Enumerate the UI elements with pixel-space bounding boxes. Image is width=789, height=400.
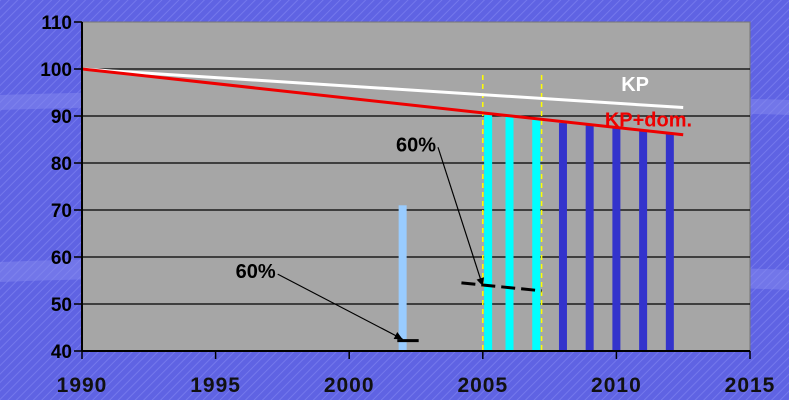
y-tick-label: 80 bbox=[51, 154, 72, 175]
y-tick-label: 70 bbox=[51, 201, 72, 222]
y-tick-label: 40 bbox=[51, 342, 72, 363]
annotation-label: KP bbox=[621, 74, 649, 96]
axes bbox=[81, 22, 750, 352]
y-tick-label: 60 bbox=[51, 248, 72, 269]
dashed-marker bbox=[461, 281, 542, 293]
annotations: 60% 60% KP KP+dom. bbox=[236, 74, 692, 340]
bar bbox=[612, 128, 621, 351]
x-tick-label: 2010 bbox=[591, 374, 642, 397]
bar bbox=[398, 205, 407, 351]
annotation-label: KP+dom. bbox=[605, 109, 692, 131]
reference-vertical-lines bbox=[482, 75, 543, 351]
bar bbox=[585, 125, 594, 352]
gridlines bbox=[82, 68, 750, 305]
y-axis-ticks: 40 50 60 70 80 90 100 110 bbox=[40, 13, 82, 363]
trend-lines bbox=[81, 67, 684, 137]
y-tick-label: 50 bbox=[51, 295, 72, 316]
bar bbox=[665, 133, 674, 351]
x-tick-label: 2015 bbox=[725, 374, 776, 397]
annotation-arrow-line bbox=[437, 147, 484, 287]
bar bbox=[484, 115, 493, 351]
annotation-label: 60% bbox=[236, 261, 276, 283]
series-line bbox=[81, 67, 684, 137]
annotation-arrow-head bbox=[393, 332, 403, 340]
x-tick-label: 2000 bbox=[324, 374, 375, 397]
y-tick-label: 110 bbox=[41, 13, 72, 34]
bar bbox=[558, 123, 567, 351]
marker-segments bbox=[397, 281, 542, 343]
x-axis-ticks: 1990 1995 2000 2005 2010 2015 bbox=[57, 351, 776, 397]
y-tick-label: 100 bbox=[40, 60, 72, 81]
annotation-arrow-head bbox=[476, 277, 485, 287]
x-tick-label: 2005 bbox=[457, 374, 508, 397]
bar bbox=[639, 131, 648, 351]
y-tick-label: 90 bbox=[51, 107, 72, 128]
series-line bbox=[81, 67, 684, 110]
x-tick-label: 1995 bbox=[190, 374, 241, 397]
annotation-arrow-line bbox=[277, 273, 403, 340]
annotation-label: 60% bbox=[396, 134, 436, 156]
bar bbox=[532, 119, 541, 351]
bars bbox=[398, 115, 674, 352]
plot-area bbox=[81, 21, 751, 352]
x-tick-label: 1990 bbox=[57, 374, 108, 397]
bar bbox=[505, 116, 514, 351]
